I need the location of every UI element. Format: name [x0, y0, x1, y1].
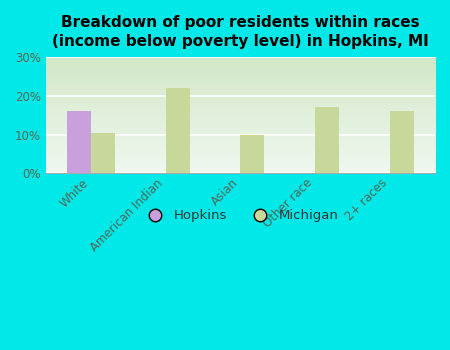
Title: Breakdown of poor residents within races
(income below poverty level) in Hopkins: Breakdown of poor residents within races…: [52, 15, 429, 49]
Bar: [91, 133, 115, 174]
Bar: [390, 111, 414, 174]
Bar: [315, 107, 339, 174]
Bar: [240, 134, 265, 174]
Legend: Hopkins, Michigan: Hopkins, Michigan: [137, 204, 344, 228]
Bar: [67, 111, 91, 174]
Bar: [166, 88, 189, 174]
